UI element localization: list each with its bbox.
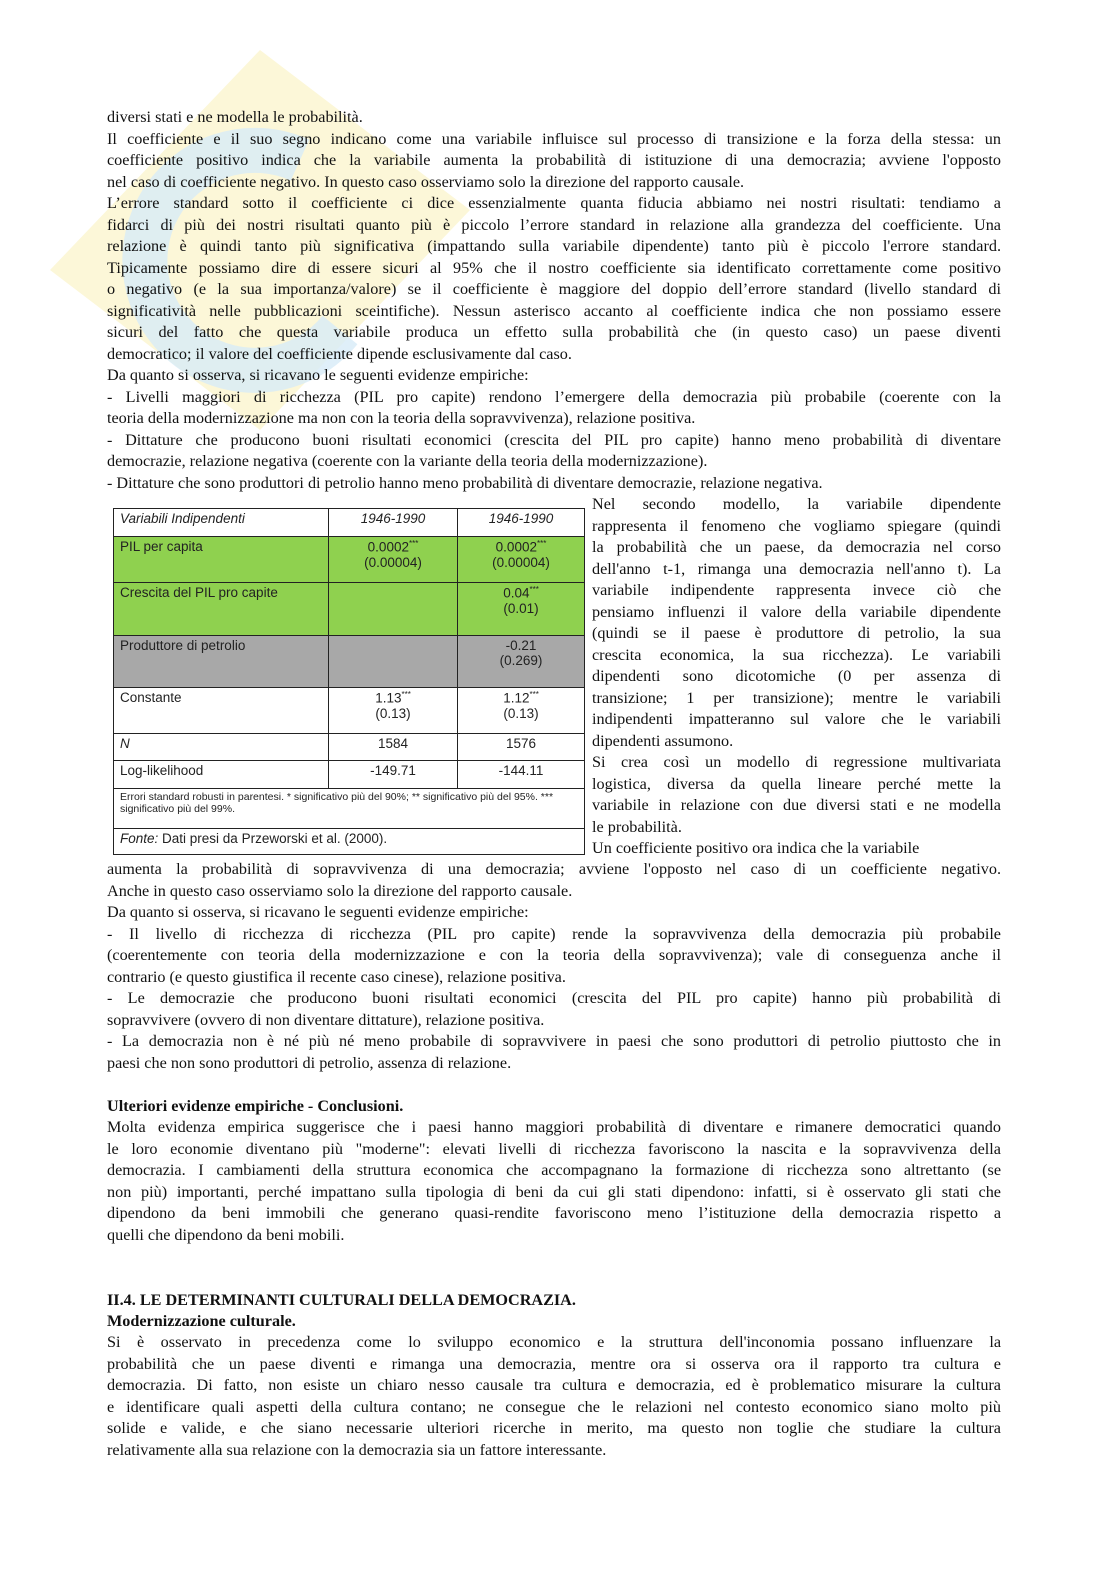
text-line: Il coefficiente e il suo segno indicano … (107, 129, 1001, 148)
text-line: probabilità che un paese diventi e riman… (107, 1354, 1001, 1373)
text-line: democrazia. Di fatto, non esiste un chia… (107, 1376, 1001, 1394)
text-line: coefficiente positivo indica che la vari… (107, 151, 1001, 169)
text-line: - Dittature che sono produttori di petro… (107, 473, 823, 492)
cell: -144.11 (457, 760, 585, 789)
text-line: democrazie, relazione negativa (coerente… (107, 452, 708, 470)
table-row: Log-likelihood -149.71 -144.11 (113, 760, 585, 789)
text-line: le loro economie diventano più "moderne"… (107, 1139, 1001, 1158)
text-line: - Le democrazie che producono buoni risu… (107, 989, 1001, 1007)
table-row: Constante 1.13*** (0.13) 1.12*** (0.13) (113, 687, 585, 734)
text-line: Molta evidenza empirica suggerisce che i… (107, 1118, 1001, 1136)
section-subheading: Modernizzazione culturale. (107, 1312, 296, 1330)
cell (328, 635, 458, 688)
text-line: e identificare quali aspetti della cultu… (107, 1397, 1001, 1416)
cell: 0.0002*** (0.00004) (328, 536, 458, 583)
cell: 1.13*** (0.13) (328, 687, 458, 734)
text-line: dipendenti sono dicotomiche (0 per assen… (592, 667, 1001, 685)
section-text: Si è osservato in precedenza come lo svi… (107, 1332, 1001, 1461)
text-line: o negativo (e la sua importanza/valore) … (107, 280, 1001, 298)
row-label: Constante (113, 687, 329, 734)
cell: 0.0002*** (0.00004) (457, 536, 585, 583)
text-line: quelli che dipendono da beni mobili. (107, 1225, 345, 1244)
cell (328, 582, 458, 636)
text-line: dipendenti assumono. (592, 731, 734, 750)
text-line: relativamente alla sua relazione con la … (107, 1440, 607, 1459)
cell: -0.21 (0.269) (457, 635, 585, 688)
table-row: N 1584 1576 (113, 733, 585, 761)
text-line: Da quanto si osserva, si ricavano le seg… (107, 903, 529, 921)
text-line: - Livelli maggiori di ricchezza (PIL pro… (107, 387, 1001, 406)
text-line: crescita economica, la sua ricchezza). L… (592, 645, 1001, 664)
text-line: contrario (e questo giustifica il recent… (107, 967, 566, 986)
text-line: - Il livello di ricchezza di ricchezza (… (107, 924, 1001, 943)
text-line: le probabilità. (592, 817, 682, 836)
text-line: aumenta la probabilità di sopravvivenza … (107, 860, 1001, 878)
text-line: rappresenta il fenomeno che vogliamo spi… (592, 516, 1001, 535)
text-line: nel caso di coefficiente negativo. In qu… (107, 172, 745, 191)
cell: 1584 (328, 733, 458, 761)
table-row: Produttore di petrolio -0.21 (0.269) (113, 635, 585, 688)
text-line: teoria della modernizzazione ma non con … (107, 409, 696, 427)
text-line: solide e valide, e che siano necessarie … (107, 1419, 1001, 1437)
conclusions-text: Molta evidenza empirica suggerisce che i… (107, 1117, 1001, 1246)
conclusions-heading: Ulteriori evidenze empiriche - Conclusio… (107, 1097, 404, 1115)
side-text: Nel secondo modello, la variabile dipend… (592, 494, 1001, 860)
text-line: fidarci di più dei nostri risultati quan… (107, 215, 1001, 234)
text-line: Anche in questo caso osserviamo solo la … (107, 881, 573, 900)
text-line: paesi che non sono produttori di petroli… (107, 1053, 512, 1072)
row-label: Crescita del PIL pro capite (113, 582, 329, 636)
cell: 0.04*** (0.01) (457, 582, 585, 636)
text-line: (quindi se il paese è produttore di petr… (592, 624, 1001, 642)
row-label: PIL per capita (113, 536, 329, 583)
text-line: transizione; 1 per transizione); mentre … (592, 688, 1001, 707)
text-line: - Dittature che producono buoni risultat… (107, 430, 1001, 449)
text-line: non più) importanti, perché impattano su… (107, 1182, 1001, 1201)
row-label: Log-likelihood (113, 760, 329, 789)
text-line: democrazia. I cambiamenti della struttur… (107, 1161, 1001, 1179)
text-line: diversi stati e ne modella le probabilit… (107, 108, 363, 126)
header-col2: 1946-1990 (457, 508, 585, 537)
cell: 1.12*** (0.13) (457, 687, 585, 734)
text-line: (coerentemente con teoria della moderniz… (107, 946, 1001, 964)
text-line: L’errore standard sotto il coefficiente … (107, 194, 1001, 212)
text-line: dipendono da beni immobili che generano … (107, 1204, 1001, 1222)
cell: -149.71 (328, 760, 458, 789)
text-line: Un coefficiente positivo ora indica che … (592, 839, 920, 857)
text-line: democratico; il valore del coefficiente … (107, 344, 572, 363)
text-line: Tipicamente possiamo dire di essere sicu… (107, 258, 1001, 277)
text-line: Da quanto si osserva, si ricavano le seg… (107, 366, 529, 384)
row-label: Produttore di petrolio (113, 635, 329, 688)
text-line: logistica, diversa da quella lineare per… (592, 774, 1001, 793)
text-line: - La democrazia non è né più né meno pro… (107, 1032, 1001, 1050)
section-heading: II.4. LE DETERMINANTI CULTURALI DELLA DE… (107, 1291, 576, 1309)
text-line: variabile in relazione con due diversi s… (592, 796, 1001, 814)
text-line: indipendenti impatteranno sul valore che… (592, 710, 1001, 728)
regression-table: Variabili Indipendenti 1946-1990 1946-19… (113, 508, 585, 855)
header-col1: 1946-1990 (328, 508, 458, 537)
text-line: sopravvivere (ovvero di non diventare di… (107, 1010, 545, 1029)
row-label: N (113, 733, 329, 761)
table-note: Errori standard robusti in parentesi. * … (113, 788, 585, 829)
table-row: PIL per capita 0.0002*** (0.00004) 0.0002… (113, 536, 585, 583)
text-line: dell'anno t-1, rimanga una democrazia ne… (592, 559, 1001, 578)
top-text: diversi stati e ne modella le probabilit… (107, 107, 1001, 494)
text-line: Si è osservato in precedenza come lo svi… (107, 1333, 1001, 1351)
text-line: variabile indipendente rappresenta invec… (592, 581, 1001, 599)
text-line: significatività nelle pubblicazioni scei… (107, 301, 1001, 320)
text-line: Nel secondo modello, la variabile dipend… (592, 495, 1001, 513)
table-source: Fonte: Dati presi da Przeworski et al. (… (113, 828, 585, 855)
cell: 1576 (457, 733, 585, 761)
header-variables: Variabili Indipendenti (113, 508, 329, 537)
text-line: relazione è quindi tanto più significati… (107, 237, 1001, 255)
text-line: la probabilità che un paese, da democraz… (592, 538, 1001, 556)
middle-text: aumenta la probabilità di sopravvivenza … (107, 859, 1001, 1074)
text-line: Si crea così un modello di regressione m… (592, 753, 1001, 771)
text-line: pensiamo influenzi il valore della varia… (592, 602, 1001, 621)
table-row: Crescita del PIL pro capite 0.04*** (0.01… (113, 582, 585, 636)
text-line: sicuri del fatto che questa variabile pr… (107, 323, 1001, 341)
